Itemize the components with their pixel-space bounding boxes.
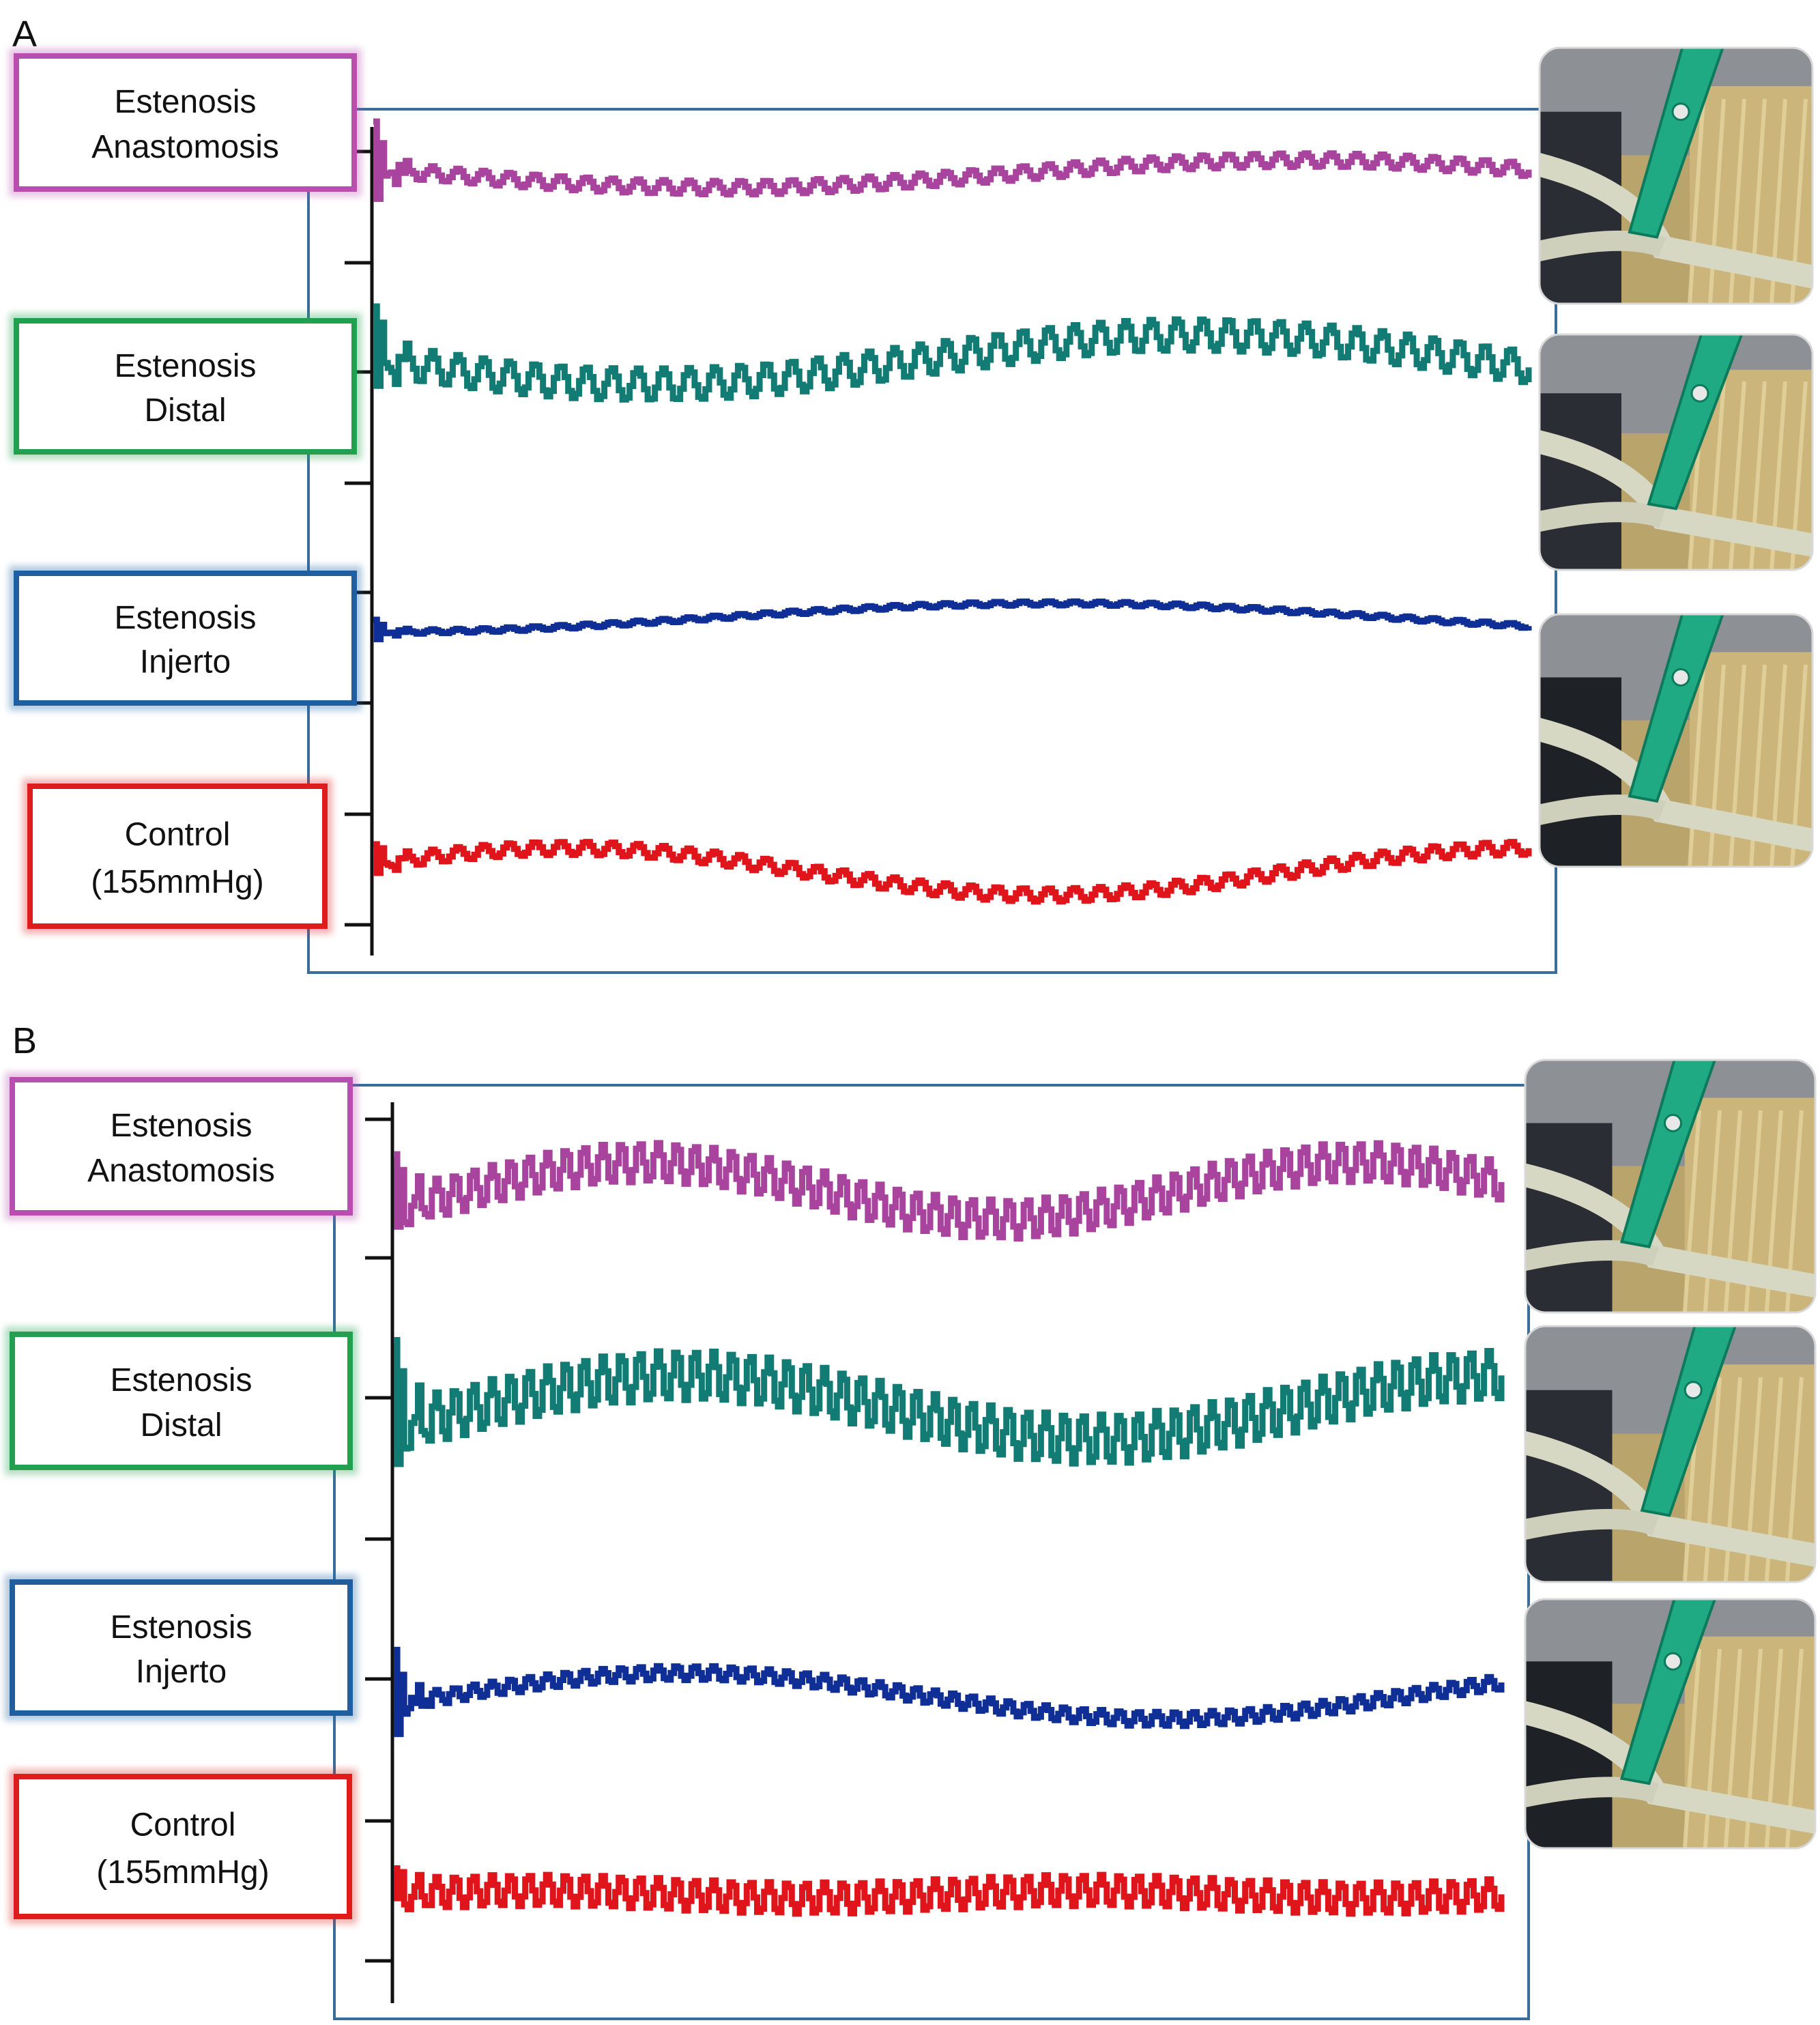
series-label-line2: Anastomosis — [91, 129, 279, 165]
series-line-4 — [394, 1865, 1505, 1917]
series-label-line2: Injerto — [136, 1654, 227, 1690]
series-label-line1: Estenosis — [114, 348, 256, 384]
plot-frame — [307, 108, 1557, 974]
legend-entry-2: Estenosis Distal — [9, 313, 362, 459]
series-line-4 — [373, 839, 1532, 905]
series-label-line2: Distal — [144, 392, 226, 429]
clamp-photo-anastomosis — [1538, 46, 1814, 305]
series-label-line2: Distal — [140, 1407, 222, 1444]
series-label-line2: (155mmHg) — [96, 1854, 269, 1891]
series-line-3 — [373, 598, 1532, 642]
panel-label: A — [12, 14, 37, 55]
clamp-photo-distal — [1524, 1325, 1817, 1583]
legend-entry-1: Estenosis Anastomosis — [5, 1072, 358, 1220]
legend-entry-4: Control (155mmHg) — [23, 779, 332, 934]
clamp-photo-graft — [1524, 1598, 1817, 1850]
panel-label: B — [12, 1020, 37, 1061]
clamp-photo-graft — [1538, 613, 1814, 868]
series-label-line2: Injerto — [140, 644, 231, 680]
panel-B: BEstenosisAnastomosisEstenosisDistalEste… — [5, 1020, 1817, 2020]
legend-entry-1: Estenosis Anastomosis — [9, 48, 362, 197]
clamp-photo-distal — [1538, 333, 1814, 571]
series-line-1 — [394, 1140, 1505, 1242]
panel-A: AEstenosisAnastomosisEstenosisDistalEste… — [9, 14, 1814, 974]
series-label-line2: Anastomosis — [87, 1153, 275, 1189]
series-label-line1: Estenosis — [114, 84, 256, 120]
series-line-2 — [394, 1337, 1505, 1467]
series-label-line2: (155mmHg) — [91, 864, 263, 900]
series-label-line1: Estenosis — [114, 600, 256, 636]
legend-entry-3: Estenosis Injerto — [9, 566, 362, 710]
legend-entry-3: Estenosis Injerto — [5, 1575, 358, 1721]
legend-entry-4: Control (155mmHg) — [9, 1769, 357, 1924]
series-line-3 — [394, 1646, 1505, 1738]
series-line-1 — [373, 118, 1532, 202]
series-label-line1: Estenosis — [110, 1108, 252, 1144]
series-label-line1: Control — [130, 1807, 236, 1843]
series-label-line1: Estenosis — [110, 1609, 252, 1646]
legend-entry-2: Estenosis Distal — [5, 1327, 358, 1475]
clamp-photo-anastomosis — [1524, 1059, 1817, 1314]
series-label-line1: Control — [125, 816, 231, 852]
series-line-2 — [373, 303, 1532, 403]
series-label-line1: Estenosis — [110, 1362, 252, 1398]
